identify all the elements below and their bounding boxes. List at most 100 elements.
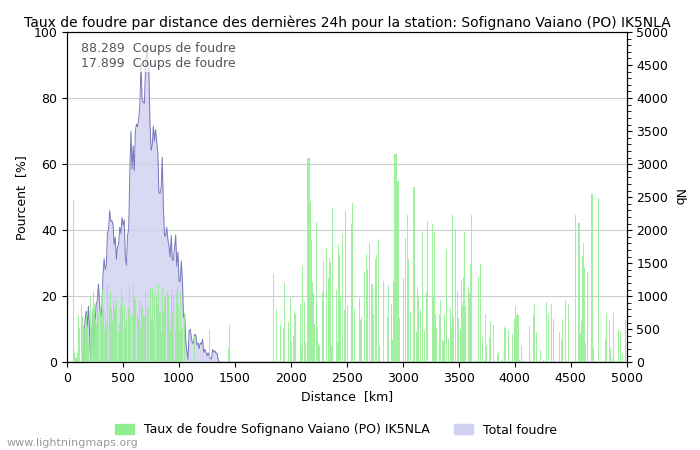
Bar xyxy=(451,328,452,362)
Bar xyxy=(134,296,135,362)
Bar xyxy=(592,194,593,362)
Bar xyxy=(162,287,163,362)
Bar xyxy=(308,158,309,362)
Bar xyxy=(75,357,76,362)
Bar xyxy=(74,351,75,362)
Bar xyxy=(561,319,563,362)
X-axis label: Distance  [km]: Distance [km] xyxy=(301,391,393,404)
Bar xyxy=(460,329,461,362)
Bar xyxy=(118,323,120,362)
Bar xyxy=(367,269,368,362)
Bar xyxy=(169,320,170,362)
Bar xyxy=(172,313,174,362)
Bar xyxy=(383,281,384,362)
Bar xyxy=(468,288,469,362)
Bar xyxy=(519,360,520,362)
Bar xyxy=(312,282,313,362)
Y-axis label: Pourcent  [%]: Pourcent [%] xyxy=(15,155,28,239)
Bar xyxy=(559,332,561,362)
Bar xyxy=(397,180,398,362)
Bar xyxy=(450,308,451,362)
Bar xyxy=(464,233,466,362)
Bar xyxy=(361,317,363,362)
Bar xyxy=(426,292,427,362)
Bar xyxy=(489,338,490,362)
Bar xyxy=(344,211,346,362)
Bar xyxy=(516,316,517,362)
Bar xyxy=(94,304,95,362)
Bar xyxy=(443,341,444,362)
Legend: Taux de foudre Sofignano Vaiano (PO) IK5NLA, Total foudre: Taux de foudre Sofignano Vaiano (PO) IK5… xyxy=(110,418,562,441)
Bar xyxy=(91,327,92,362)
Bar xyxy=(480,264,481,362)
Bar xyxy=(518,315,519,362)
Bar xyxy=(93,291,94,362)
Bar xyxy=(387,317,388,362)
Bar xyxy=(398,180,400,362)
Bar xyxy=(178,306,179,362)
Bar xyxy=(97,302,99,362)
Bar xyxy=(158,284,159,362)
Bar xyxy=(140,329,141,362)
Bar xyxy=(407,215,408,362)
Bar xyxy=(440,300,441,362)
Bar xyxy=(161,331,162,362)
Bar xyxy=(375,259,376,362)
Bar xyxy=(78,315,79,362)
Bar xyxy=(452,215,453,362)
Bar xyxy=(395,154,396,362)
Bar xyxy=(413,187,414,362)
Bar xyxy=(114,309,116,362)
Bar xyxy=(135,299,136,362)
Bar xyxy=(179,332,180,362)
Bar xyxy=(332,208,333,362)
Bar xyxy=(96,324,97,362)
Bar xyxy=(174,331,176,362)
Text: 88.289  Coups de foudre
17.899  Coups de foudre: 88.289 Coups de foudre 17.899 Coups de f… xyxy=(81,42,236,70)
Bar xyxy=(471,215,472,362)
Bar xyxy=(617,329,619,362)
Bar xyxy=(300,304,301,362)
Bar xyxy=(593,348,594,362)
Bar xyxy=(160,312,161,362)
Bar xyxy=(95,319,96,362)
Title: Taux de foudre par distance des dernières 24h pour la station: Sofignano Vaiano : Taux de foudre par distance des dernière… xyxy=(24,15,671,30)
Bar xyxy=(533,304,535,362)
Bar xyxy=(103,309,104,362)
Bar xyxy=(77,353,78,362)
Bar xyxy=(578,223,580,362)
Bar xyxy=(372,315,374,362)
Bar xyxy=(329,258,330,362)
Bar xyxy=(150,288,151,362)
Bar xyxy=(529,326,531,362)
Bar xyxy=(565,300,566,362)
Bar xyxy=(331,345,332,362)
Bar xyxy=(316,327,318,362)
Bar xyxy=(85,331,86,362)
Bar xyxy=(581,321,582,362)
Bar xyxy=(432,224,433,362)
Bar xyxy=(568,304,569,362)
Bar xyxy=(124,306,125,362)
Bar xyxy=(106,323,107,362)
Bar xyxy=(209,330,210,362)
Bar xyxy=(610,348,611,362)
Bar xyxy=(309,158,310,362)
Bar xyxy=(194,337,195,362)
Bar xyxy=(136,315,137,362)
Bar xyxy=(311,240,312,362)
Bar xyxy=(82,316,83,362)
Bar xyxy=(127,306,129,362)
Bar xyxy=(566,361,567,362)
Bar xyxy=(508,330,509,362)
Bar xyxy=(512,333,514,362)
Bar xyxy=(542,360,544,362)
Bar xyxy=(323,261,324,362)
Bar xyxy=(110,292,111,362)
Bar xyxy=(276,309,277,362)
Bar xyxy=(583,243,584,362)
Bar xyxy=(497,355,498,362)
Bar xyxy=(228,348,230,362)
Bar xyxy=(302,266,303,362)
Bar xyxy=(142,306,143,362)
